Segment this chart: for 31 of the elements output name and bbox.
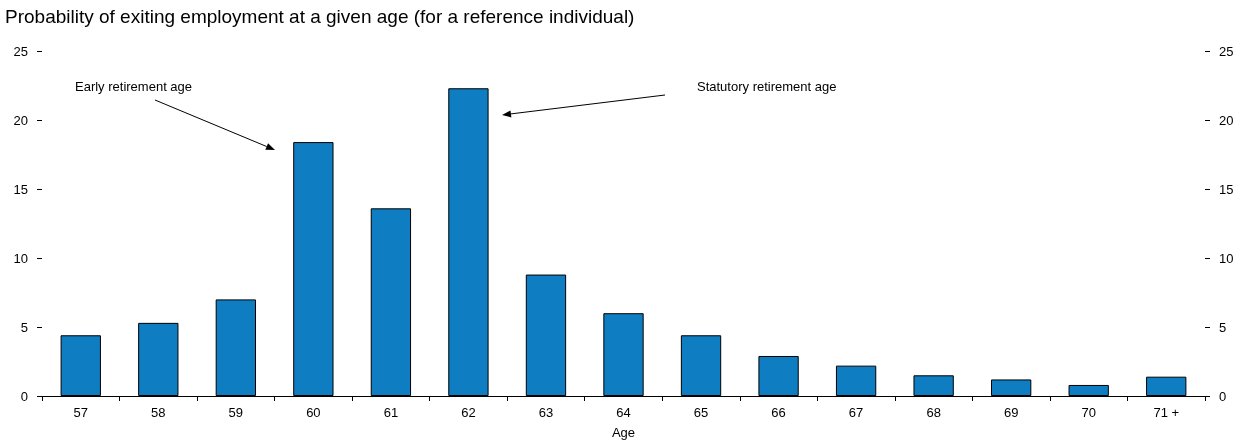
- x-tick-label: 60: [306, 405, 321, 420]
- y2-tick-label: 10: [1219, 250, 1234, 266]
- x-tick-label: 57: [73, 405, 88, 420]
- x-tick-label: 58: [151, 405, 166, 420]
- y-tick-label: 10: [13, 250, 28, 266]
- x-tick-label: 64: [616, 405, 631, 420]
- annotation: Early retirement age: [75, 78, 193, 94]
- x-tick-label: 68: [926, 405, 941, 420]
- y2-tick-label: 20: [1219, 112, 1234, 128]
- x-tick-label: 63: [538, 405, 554, 420]
- y-tick-label: 0: [20, 388, 28, 404]
- x-tick-label: 70: [1081, 405, 1096, 420]
- y-tick-label: 15: [13, 181, 28, 197]
- y-tick-label: 25: [13, 43, 28, 59]
- y2-tick-label: 15: [1219, 181, 1234, 197]
- x-tick-label: 59: [228, 405, 244, 420]
- x-tick-label: 61: [383, 405, 399, 420]
- y2-tick-label: 0: [1219, 388, 1227, 404]
- x-tick-label: 67: [848, 405, 864, 420]
- chart-title: Probability of exiting employment at a given age (for a reference individual): [5, 6, 635, 27]
- y-tick-label: 5: [20, 319, 28, 335]
- x-tick-label: 69: [1003, 405, 1019, 420]
- x-tick-label: 66: [771, 405, 786, 420]
- y-tick-label: 20: [13, 112, 28, 128]
- y2-tick-label: 25: [1219, 43, 1234, 59]
- y2-tick-label: 5: [1219, 319, 1227, 335]
- x-axis-title: Age: [611, 425, 636, 440]
- x-tick-label: 65: [693, 405, 709, 420]
- annotation: Statutory retirement age: [697, 78, 837, 94]
- x-tick-label: 62: [461, 405, 476, 420]
- x-tick-label: 71 +: [1153, 405, 1180, 420]
